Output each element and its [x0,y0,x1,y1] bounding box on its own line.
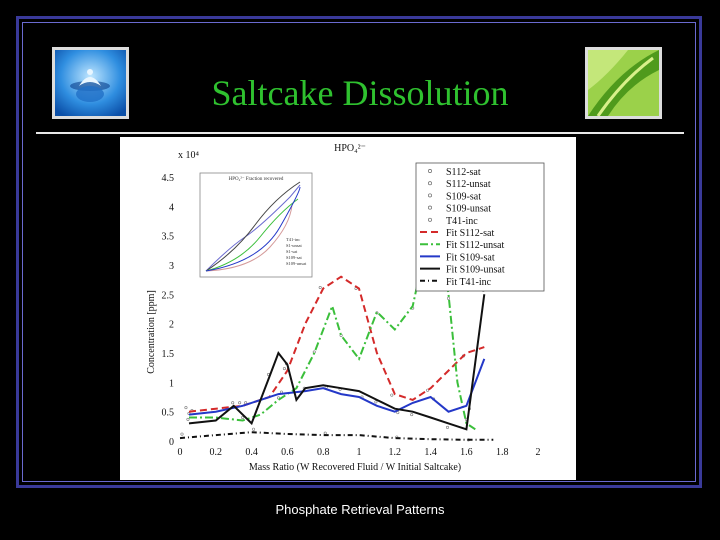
slide-title: Saltcake Dissolution [211,73,509,113]
legend-marker [428,181,432,186]
legend-marker [428,205,432,210]
y-axis-label: Concentration [ppm] [146,290,157,374]
inset-legend-label: S109-unsat [286,261,307,266]
data-point [186,417,190,421]
legend-marker [428,169,432,173]
legend-label: Fit T41-inc [446,277,492,288]
legend-label: S112-unsat [446,179,491,190]
inset-legend-label: S109-sat [286,255,302,260]
x-tick-label: 1.4 [424,447,437,458]
data-point [390,393,394,397]
data-point [238,401,242,405]
legend-label: S112-sat [446,167,481,178]
axes: 0 0.2 0.4 0.6 0.8 1 1.2 1.4 1.6 1.8 2 0 0.5 1 1.5 2 2.5 3… [162,173,541,458]
y-tick-label: 0.5 [162,408,175,419]
series-line [188,358,486,416]
series-line [188,275,485,413]
x-tick-label: 0.6 [281,447,294,458]
x-tick-label: 1.8 [496,447,509,458]
x-tick-label: 2 [536,447,541,458]
series-line [179,431,494,441]
slide-frame-outer [16,16,702,488]
inset-chart: HPO₄²⁻ Fraction recovered T41-incS1-unsa… [199,172,313,278]
x-tick-label: 0.4 [245,447,258,458]
data-point [282,367,286,371]
data-point [252,427,256,431]
legend-marker [428,217,432,222]
y-tick-label: 1.5 [162,349,175,360]
y-tick-label: 3.5 [162,232,175,243]
x-tick-label: 1 [357,447,362,458]
slide-frame-inner [22,22,696,482]
x-tick-label: 0 [178,447,183,458]
x-axis-label: Mass Ratio (W Recovered Fluid / W Initia… [249,462,461,473]
x-tick-label: 0.2 [210,447,223,458]
inset-line-3 [205,198,299,272]
inset-line-5 [205,186,301,272]
y-tick-label: 2 [169,320,174,331]
y-tick-label: 0 [169,437,174,448]
legend-label: Fit S109-sat [446,252,495,263]
data-point [396,411,400,415]
legend-label: S109-sat [446,191,481,202]
x-tick-label: 0.8 [317,447,330,458]
legend-marker [428,193,432,198]
phosphate-chart: HPO₄²⁻ x 10⁴ Concentration [ppm] Mass Ra… [146,143,545,473]
legend-label: T41-inc [446,216,478,227]
legend-label: Fit S112-sat [446,228,494,239]
title-divider [36,132,684,134]
slide-caption: Phosphate Retrieval Patterns [275,502,445,517]
chart-title: HPO₄²⁻ [334,143,366,154]
data-point [231,401,235,405]
data-point [374,400,378,404]
inset-legend-label: S1-unsat [286,243,302,248]
x-tick-label: 1.2 [389,447,402,458]
inset-legend-label: S1-sat [286,249,298,254]
y-tick-label: 4.5 [162,173,175,184]
inset-legend-label: T41-inc [286,237,300,242]
data-point [446,296,450,300]
data-point [445,425,449,429]
y-tick-label: 1 [169,378,174,389]
data-point [323,431,327,435]
legend-label: Fit S109-unsat [446,265,505,276]
legend-label: Fit S112-unsat [446,240,504,251]
legend-label: S109-unsat [446,204,491,215]
data-point [410,413,414,417]
data-point [184,406,188,410]
x-tick-label: 1.6 [460,447,473,458]
y-tick-label: 2.5 [162,290,175,301]
chart-panel: HPO₄²⁻ x 10⁴ Concentration [ppm] Mass Ra… [120,137,576,480]
green-leaf-logo [585,47,662,119]
inset-line-4 [205,204,293,272]
inset-title: HPO₄²⁻ Fraction recovered [229,176,284,182]
legend-box [415,162,545,292]
data-point [180,432,184,436]
y-tick-label: 4 [169,202,174,213]
water-drop-logo [52,47,129,119]
series-line [188,294,486,431]
inset-line-2 [205,181,301,272]
y-multiplier: x 10⁴ [178,150,200,161]
data-point [318,285,322,289]
y-tick-label: 3 [169,261,174,272]
data-point [241,415,245,419]
